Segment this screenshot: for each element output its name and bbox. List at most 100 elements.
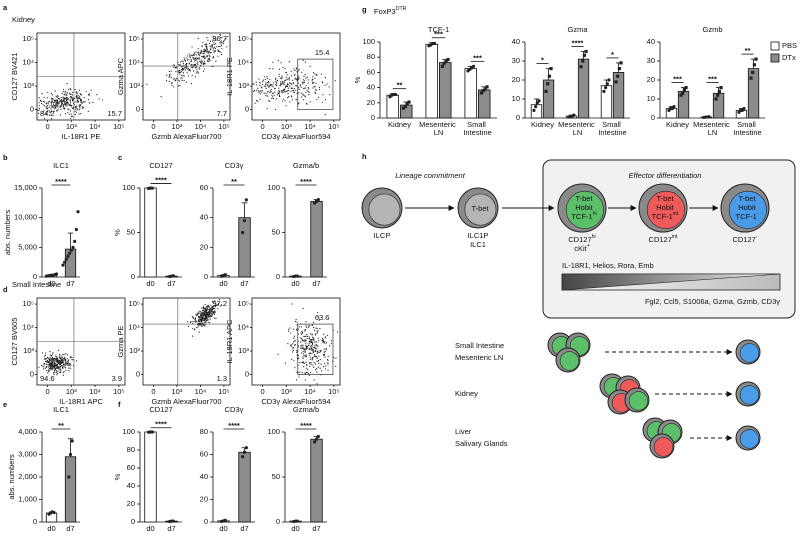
y-tick-label: 20 [367, 98, 375, 107]
event-dot [212, 311, 214, 313]
event-dot [56, 103, 58, 105]
event-dot [271, 97, 273, 99]
x-tick-label: 0 [45, 122, 49, 131]
event-dot [309, 352, 311, 355]
event-dot [206, 36, 208, 39]
event-dot [301, 347, 303, 350]
event-dot [309, 362, 311, 364]
event-dot [212, 44, 214, 46]
event-dot [298, 92, 300, 94]
event-dot [296, 321, 298, 323]
cell-marker-sup: int [673, 211, 679, 217]
event-dot [327, 369, 329, 371]
event-dot [192, 57, 194, 59]
event-dot [81, 106, 83, 108]
event-dot [198, 56, 200, 59]
event-dot [316, 360, 318, 362]
event-dot [316, 352, 318, 355]
event-dot [55, 102, 57, 104]
event-dot [166, 74, 168, 76]
event-dot [196, 70, 198, 73]
event-dot [312, 326, 315, 328]
event-dot [53, 107, 55, 109]
cell-label: ILC1P [468, 231, 489, 240]
event-dot [194, 76, 196, 78]
y-tick-label: 80 [200, 427, 208, 436]
event-dot [321, 340, 323, 342]
legend-swatch [770, 41, 780, 51]
event-dot [195, 66, 198, 68]
event-dot [272, 86, 274, 88]
event-dot [204, 49, 207, 51]
event-dot [323, 348, 325, 350]
chart-title: CD127 [149, 161, 172, 170]
event-dot [201, 55, 203, 58]
event-dot [302, 81, 304, 83]
x-axis-label: Gzmb AlexaFluor700 [151, 132, 221, 141]
event-dot [300, 326, 303, 328]
event-dot [184, 69, 187, 71]
event-dot [292, 82, 295, 84]
event-dot [37, 109, 39, 112]
event-dot [288, 82, 290, 84]
cell-label: ILC1 [470, 240, 486, 249]
data-point [619, 61, 623, 65]
event-dot [307, 368, 309, 370]
event-dot [204, 315, 206, 317]
event-dot [220, 304, 223, 306]
event-dot [201, 311, 203, 313]
event-dot [180, 70, 182, 73]
event-dot [64, 100, 66, 103]
y-tick-label: 50 [272, 227, 280, 236]
event-dot [60, 361, 63, 364]
event-dot [58, 101, 61, 103]
event-dot [265, 82, 267, 84]
event-dot [198, 317, 200, 319]
event-dot [68, 109, 70, 111]
x-axis-label: IL-18R1 PE [62, 132, 101, 141]
legend-label: DTx [782, 53, 796, 62]
event-dot [41, 112, 43, 114]
event-dot [209, 48, 212, 50]
event-dot [217, 49, 219, 51]
event-dot [314, 347, 317, 349]
event-dot [326, 83, 328, 85]
event-dot [302, 94, 304, 96]
event-dot [296, 328, 298, 330]
event-dot [214, 300, 216, 302]
event-dot [207, 321, 209, 323]
event-dot [180, 77, 182, 79]
event-dot [47, 109, 49, 111]
event-dot [221, 37, 223, 39]
event-dot [286, 85, 288, 87]
event-dot [306, 346, 308, 348]
event-dot [188, 69, 191, 71]
event-dot [286, 90, 289, 92]
event-dot [297, 86, 300, 89]
event-dot [203, 49, 205, 51]
event-dot [41, 93, 43, 95]
event-dot [280, 82, 282, 84]
event-dot [259, 90, 261, 92]
event-dot [72, 359, 74, 361]
event-dot [199, 68, 201, 70]
event-dot [270, 88, 272, 91]
event-dot [299, 84, 302, 86]
event-dot [56, 356, 58, 358]
event-dot [201, 326, 203, 328]
event-dot [53, 361, 56, 363]
event-dot [67, 362, 69, 364]
event-dot [305, 339, 307, 342]
event-dot [46, 110, 49, 112]
event-dot [38, 104, 40, 107]
event-dot [51, 99, 53, 101]
event-dot [311, 345, 313, 347]
event-dot [278, 73, 280, 75]
event-dot [308, 348, 311, 350]
event-dot [326, 358, 329, 361]
event-dot [165, 79, 168, 82]
data-point [150, 430, 154, 434]
event-dot [302, 59, 304, 61]
event-dot [311, 359, 313, 361]
event-dot [267, 80, 270, 83]
